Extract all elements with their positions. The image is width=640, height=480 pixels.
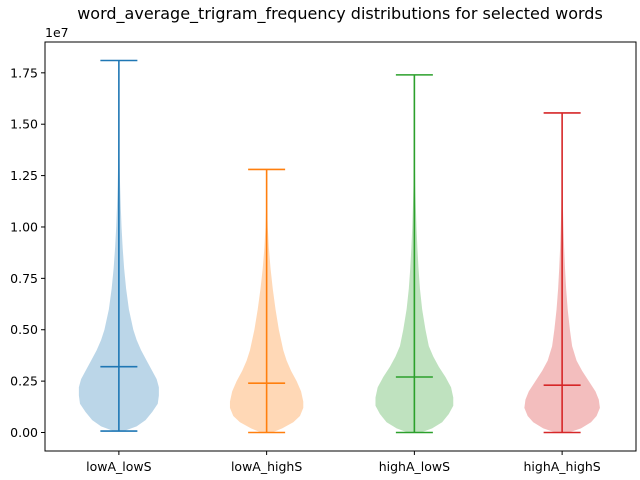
y-axis: 0.00 0.25 0.50 0.75 1.00 1.25 1.50 1.75 <box>10 65 45 440</box>
x-tick-label: lowA_highS <box>231 459 302 474</box>
y-tick-label: 1.75 <box>10 65 38 80</box>
statistic-lines <box>100 59 581 434</box>
y-axis-scale-label: 1e7 <box>45 25 69 40</box>
y-tick-label: 0.25 <box>10 374 38 389</box>
y-tick-label: 0.00 <box>10 425 38 440</box>
y-tick-label: 0.75 <box>10 271 38 286</box>
x-tick-label: highA_highS <box>524 459 601 474</box>
violin-group <box>78 60 600 433</box>
y-tick-label: 0.50 <box>10 322 38 337</box>
x-axis: lowA_lowS lowA_highS highA_lowS highA_highS <box>86 451 601 474</box>
y-tick-label: 1.00 <box>10 219 38 234</box>
x-tick-label: lowA_lowS <box>86 459 151 474</box>
x-tick-label: highA_lowS <box>379 459 450 474</box>
chart-title: word_average_trigram_frequency distribut… <box>77 4 603 24</box>
plot-frame <box>44 41 637 452</box>
y-tick-label: 1.25 <box>10 168 38 183</box>
y-tick-label: 1.50 <box>10 117 38 132</box>
